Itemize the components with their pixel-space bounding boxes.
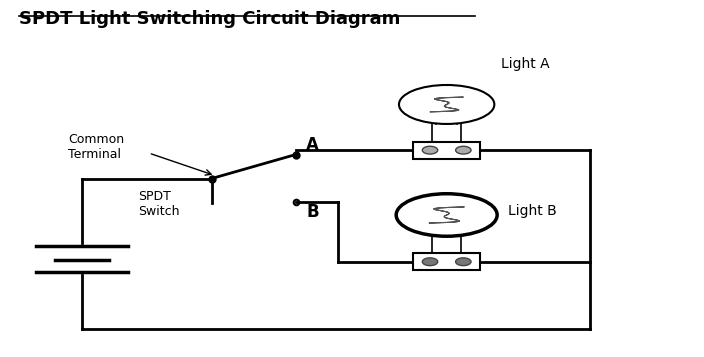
Text: B: B <box>306 203 319 221</box>
Circle shape <box>455 146 471 154</box>
Text: Light B: Light B <box>508 205 556 218</box>
Ellipse shape <box>396 194 497 236</box>
Text: SPDT
Switch: SPDT Switch <box>138 190 180 218</box>
Circle shape <box>422 258 438 266</box>
Ellipse shape <box>399 85 494 124</box>
Text: Common
Terminal: Common Terminal <box>68 132 124 161</box>
Bar <box>413 142 480 159</box>
Circle shape <box>455 258 471 266</box>
Text: Light A: Light A <box>501 57 550 71</box>
Text: A: A <box>306 136 320 154</box>
Circle shape <box>422 146 438 154</box>
Bar <box>413 253 480 270</box>
Text: SPDT Light Switching Circuit Diagram: SPDT Light Switching Circuit Diagram <box>19 10 401 28</box>
